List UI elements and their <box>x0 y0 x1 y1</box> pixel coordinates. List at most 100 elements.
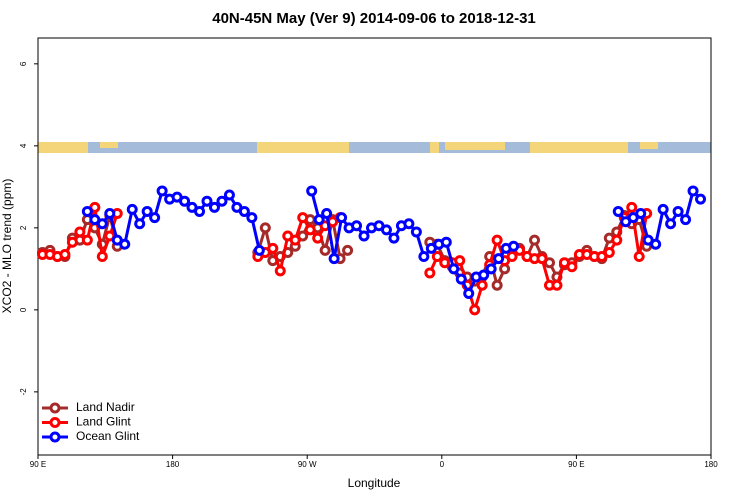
point <box>134 218 146 230</box>
point <box>493 253 505 265</box>
point <box>463 287 475 299</box>
point <box>566 261 578 273</box>
legend-label: Land Glint <box>76 415 131 429</box>
legend-marker <box>49 402 61 414</box>
point <box>208 201 220 213</box>
point <box>141 205 153 217</box>
point <box>74 226 86 238</box>
point <box>551 279 563 291</box>
point <box>289 234 301 246</box>
point <box>657 203 669 215</box>
point <box>388 232 400 244</box>
point <box>201 195 213 207</box>
point <box>695 193 707 205</box>
point <box>478 269 490 281</box>
x-tick-label: 90 E <box>568 460 584 469</box>
point <box>358 230 370 242</box>
y-tick-label: 4 <box>19 143 28 148</box>
x-tick-label: 0 <box>440 460 445 469</box>
x-tick-label: 90 E <box>30 460 46 469</box>
point <box>312 232 324 244</box>
plot-frame <box>37 37 712 456</box>
point <box>440 236 452 248</box>
point <box>491 234 503 246</box>
point <box>156 185 168 197</box>
land-mask-strip <box>38 142 711 153</box>
point <box>650 238 662 250</box>
point <box>267 242 279 254</box>
point <box>680 214 692 226</box>
point <box>410 226 422 238</box>
point <box>380 224 392 236</box>
x-tick-label: 90 W <box>298 460 317 469</box>
point <box>529 234 541 246</box>
legend-marker <box>49 417 61 428</box>
y-tick-label: -2 <box>19 388 28 396</box>
point <box>485 263 497 275</box>
point <box>319 244 331 256</box>
point <box>66 236 78 248</box>
point <box>81 234 93 246</box>
point <box>238 205 250 217</box>
point <box>611 234 623 246</box>
legend-label: Ocean Glint <box>76 429 140 443</box>
y-tick-label: 2 <box>19 225 28 230</box>
point <box>179 195 191 207</box>
point <box>454 255 466 267</box>
point <box>508 240 520 252</box>
legend-marker <box>49 431 61 443</box>
point <box>635 207 647 219</box>
point <box>59 248 71 260</box>
point <box>351 220 363 232</box>
point <box>536 253 548 265</box>
point <box>424 267 436 279</box>
point <box>96 218 108 230</box>
point <box>259 222 271 234</box>
y-axis-label: XCO2 - MLO trend (ppm) <box>0 179 14 314</box>
legend-label: Land Nadir <box>76 400 135 414</box>
x-tick-label: 180 <box>704 460 718 469</box>
point <box>253 244 265 256</box>
point <box>342 244 354 256</box>
point <box>491 279 503 291</box>
point <box>149 212 161 224</box>
point <box>119 238 131 250</box>
point <box>194 205 206 217</box>
point <box>633 251 645 263</box>
point <box>216 195 228 207</box>
point <box>476 279 488 291</box>
point <box>104 207 116 219</box>
point <box>274 265 286 277</box>
point <box>321 207 333 219</box>
point <box>672 205 684 217</box>
point <box>665 218 677 230</box>
point <box>313 214 325 226</box>
chart-title: 40N-45N May (Ver 9) 2014-09-06 to 2018-1… <box>212 10 536 27</box>
point <box>96 251 108 263</box>
point <box>81 205 93 217</box>
point <box>306 185 318 197</box>
point <box>126 203 138 215</box>
point <box>603 246 615 258</box>
x-axis-label: Longitude <box>348 476 401 490</box>
point <box>297 212 309 224</box>
point <box>304 224 316 236</box>
y-tick-label: 6 <box>19 61 28 66</box>
x-tick-label: 180 <box>166 460 180 469</box>
point <box>448 263 460 275</box>
point <box>612 205 624 217</box>
point <box>418 251 430 263</box>
point <box>506 251 518 263</box>
point <box>469 304 481 316</box>
point <box>687 185 699 197</box>
y-tick-label: 0 <box>19 307 28 312</box>
point <box>246 212 258 224</box>
point <box>455 273 467 285</box>
point <box>328 253 340 265</box>
point <box>626 201 638 213</box>
point <box>223 189 235 201</box>
point <box>403 218 415 230</box>
point <box>431 251 443 263</box>
point <box>336 212 348 224</box>
